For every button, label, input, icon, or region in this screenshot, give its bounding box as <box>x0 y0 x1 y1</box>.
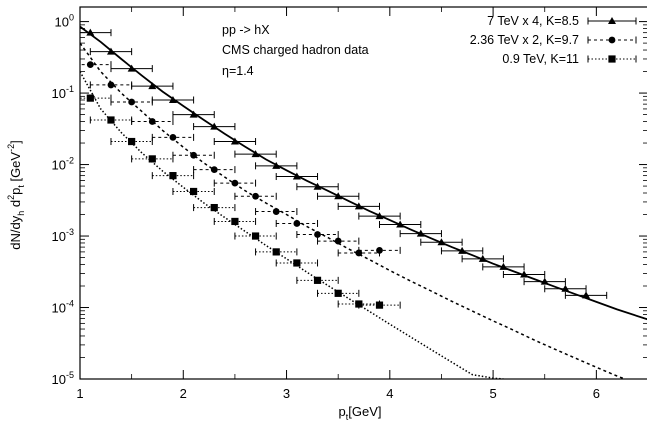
data-point-1 <box>86 61 94 69</box>
data-point-1 <box>376 246 383 254</box>
data-point-2 <box>190 187 198 196</box>
data-point-0 <box>458 246 467 254</box>
x-tick-labels: 1 2 3 4 5 6 <box>76 386 600 401</box>
x-tick-label: 5 <box>489 386 496 401</box>
data-point-1 <box>210 166 218 173</box>
data-point-1 <box>148 118 156 125</box>
data-point-1 <box>252 192 259 200</box>
data-point-2 <box>272 248 280 256</box>
data-point-2 <box>148 155 156 163</box>
legend-label-1: 2.36 TeV x 2, K=9.7 <box>470 33 579 47</box>
annotation-eta: η=1.4 <box>222 64 254 78</box>
y-axis-title: dN/dyh d2pt [GeV-2] <box>6 140 26 249</box>
data-point-1 <box>272 208 280 215</box>
data-point-0 <box>582 291 591 299</box>
data-point-0 <box>520 270 529 278</box>
data-point-0 <box>292 172 301 180</box>
data-point-0 <box>478 254 487 262</box>
data-point-0 <box>251 150 260 158</box>
data-point-0 <box>272 161 281 169</box>
data-point-0 <box>168 96 177 103</box>
data-point-2 <box>313 276 322 284</box>
data-point-1 <box>107 81 115 89</box>
legend-label-2: 0.9 TeV, K=11 <box>502 52 579 66</box>
x-tick-label: 2 <box>180 386 187 401</box>
y-tick-label: 10-1 <box>52 84 74 101</box>
y-tick-label: 10-2 <box>52 156 74 173</box>
legend-marker-1 <box>608 36 616 44</box>
data-point-2 <box>86 94 94 102</box>
x-tick-label: 4 <box>386 386 393 401</box>
x-tick-label: 1 <box>76 386 83 401</box>
legend: 7 TeV x 4, K=8.5 2.36 TeV x 2, K=9.7 0.9 T… <box>470 14 637 66</box>
data-point-0 <box>354 202 363 210</box>
data-point-0 <box>127 64 136 72</box>
y-tick-label: 10-4 <box>52 299 74 316</box>
y-tick-label: 10-3 <box>52 227 74 244</box>
data-point-1 <box>293 220 301 227</box>
data-point-0 <box>230 137 239 145</box>
data-point-0 <box>416 229 425 237</box>
data-point-1 <box>314 231 321 238</box>
data-point-0 <box>313 182 322 190</box>
points-layer <box>80 28 608 309</box>
legend-marker-2 <box>608 55 616 63</box>
x-axis-title: pt[GeV] <box>339 404 382 422</box>
x-tick-label: 3 <box>283 386 290 401</box>
data-point-2 <box>334 289 342 297</box>
legend-label-0: 7 TeV x 4, K=8.5 <box>487 14 579 28</box>
data-point-0 <box>148 82 157 90</box>
curves-layer <box>80 25 647 379</box>
data-point-0 <box>499 262 508 270</box>
data-point-2 <box>107 116 115 124</box>
data-point-1 <box>334 237 342 245</box>
annotation-process: pp -> hX <box>222 23 270 37</box>
annotation-data-source: CMS charged hadron data <box>222 43 369 57</box>
data-point-0 <box>106 47 115 55</box>
data-point-1 <box>231 179 239 187</box>
annotations: pp -> hX CMS charged hadron data η=1.4 <box>222 23 369 78</box>
legend-marker-0 <box>608 17 616 24</box>
data-point-1 <box>169 133 177 141</box>
data-point-0 <box>210 122 219 130</box>
curve-1 <box>80 42 627 379</box>
data-point-0 <box>375 212 384 220</box>
x-tick-label: 6 <box>593 386 600 401</box>
data-point-0 <box>86 28 95 36</box>
data-point-2 <box>210 203 218 212</box>
data-point-2 <box>231 217 239 226</box>
data-point-0 <box>396 220 405 228</box>
data-point-0 <box>437 238 446 246</box>
data-point-1 <box>128 98 136 106</box>
data-point-0 <box>334 192 343 200</box>
curve-2 <box>80 71 504 379</box>
data-point-2 <box>293 259 301 267</box>
data-point-0 <box>540 277 549 285</box>
data-point-0 <box>561 284 570 292</box>
y-tick-label: 100 <box>55 13 74 30</box>
data-point-2 <box>169 172 177 180</box>
data-point-2 <box>251 232 260 240</box>
y-tick-labels: 100 10-1 10-2 10-3 10-4 10-5 <box>52 13 74 387</box>
data-point-2 <box>128 137 136 146</box>
ticks-layer <box>79 7 647 380</box>
data-point-1 <box>190 151 198 159</box>
data-point-0 <box>189 110 198 118</box>
data-point-2 <box>375 301 384 309</box>
y-tick-label: 10-5 <box>52 370 74 387</box>
